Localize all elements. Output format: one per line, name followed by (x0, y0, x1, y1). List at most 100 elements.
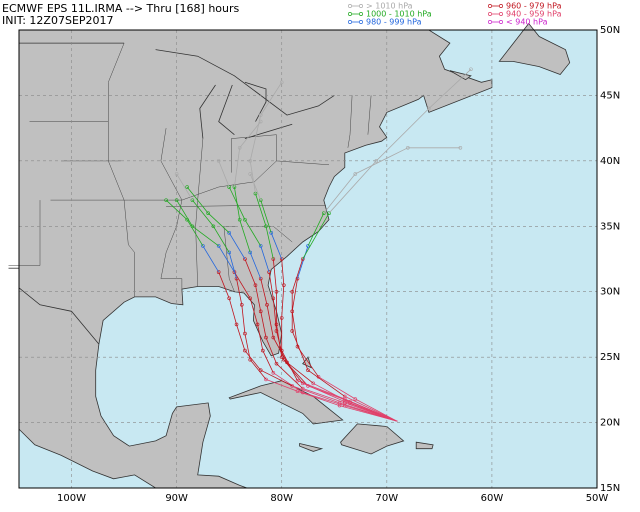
track-point (243, 257, 247, 261)
track-point (227, 185, 231, 189)
track-point (253, 283, 258, 287)
track-segment (297, 346, 319, 378)
legend-dot (499, 12, 503, 16)
border-line (231, 134, 277, 139)
track-segment (249, 173, 262, 201)
landmass (498, 22, 571, 75)
landmass (299, 442, 324, 452)
track-point (201, 244, 205, 248)
track-segment (297, 245, 309, 279)
track-segment (276, 324, 283, 358)
track-segment (318, 376, 356, 400)
lat-label: 45N (600, 90, 620, 101)
border-line (108, 43, 135, 297)
track-segment (244, 258, 256, 286)
landmass (449, 70, 472, 81)
track-point (216, 270, 221, 274)
track-point (279, 80, 284, 85)
track-segment (428, 69, 472, 109)
track-point (164, 198, 168, 202)
track-segment (234, 271, 251, 299)
track-point (185, 217, 189, 222)
track-segment (297, 390, 340, 406)
track-segment (249, 115, 262, 161)
legend-label: 1000 - 1010 hPa (366, 10, 432, 19)
track-point (227, 231, 231, 235)
track-segment (192, 199, 214, 227)
track-segment (236, 278, 243, 305)
track-point (206, 211, 210, 215)
track-point (258, 368, 263, 373)
coast-line (155, 49, 335, 116)
lon-label: 50W (586, 493, 609, 504)
track-point (264, 224, 268, 229)
track-segment (272, 258, 277, 292)
track-point (306, 368, 310, 373)
track-point (353, 172, 358, 176)
map-frame (18, 29, 598, 489)
track-segment (218, 245, 235, 273)
track-segment (302, 382, 345, 402)
border-line (195, 138, 204, 287)
track-point (234, 322, 239, 327)
legend-dot (499, 20, 503, 24)
legend-label: 960 - 979 hPa (506, 2, 562, 11)
track-segment (276, 363, 303, 389)
track-point (237, 145, 242, 150)
track-point (174, 172, 179, 176)
track-segment (249, 298, 258, 325)
track-segment (249, 359, 267, 380)
legend-dot (488, 20, 492, 24)
track-point (306, 244, 310, 248)
border-line (160, 128, 183, 290)
track-point (248, 296, 252, 301)
track-segment (313, 382, 351, 404)
track-segment (241, 304, 246, 334)
track-segment (281, 356, 304, 384)
coast-line (18, 287, 100, 345)
track-segment (307, 369, 346, 397)
track-point (271, 371, 276, 375)
track-point (311, 381, 316, 386)
track-point (243, 217, 247, 222)
track-segment (328, 160, 377, 214)
track-segment (249, 160, 256, 194)
track-segment (176, 199, 193, 227)
track-segment (207, 212, 230, 234)
legend-label: > 1010 hPa (366, 2, 413, 11)
legend-dot (359, 4, 363, 8)
landmass (302, 356, 312, 369)
track-point (290, 384, 295, 388)
track-segment (260, 369, 293, 387)
track-segment (239, 219, 251, 253)
track-segment (344, 396, 398, 422)
lon-label: 90W (165, 493, 188, 504)
track-segment (273, 372, 303, 393)
lat-label: 25N (600, 352, 620, 363)
legend-label: 980 - 999 hPa (366, 18, 422, 27)
track-point (290, 289, 295, 294)
border-line (367, 95, 372, 135)
track-segment (302, 213, 330, 260)
tracks (164, 67, 473, 422)
legend-dot (488, 12, 492, 16)
track-segment (307, 213, 325, 247)
track-segment (228, 232, 246, 260)
track-point (269, 231, 274, 235)
track-segment (244, 219, 262, 247)
track-segment (186, 219, 204, 247)
track-segment (270, 232, 283, 260)
track-point (258, 198, 263, 202)
lon-label: 70W (376, 493, 399, 504)
track-point (342, 399, 347, 404)
track-point (190, 198, 195, 202)
legend-dot (348, 12, 352, 16)
coast-line (218, 84, 235, 136)
track-segment (234, 147, 241, 188)
track-point (227, 250, 231, 255)
track-point (274, 361, 279, 366)
track-point (174, 198, 179, 202)
track-segment (202, 245, 220, 273)
track-segment (260, 245, 270, 273)
